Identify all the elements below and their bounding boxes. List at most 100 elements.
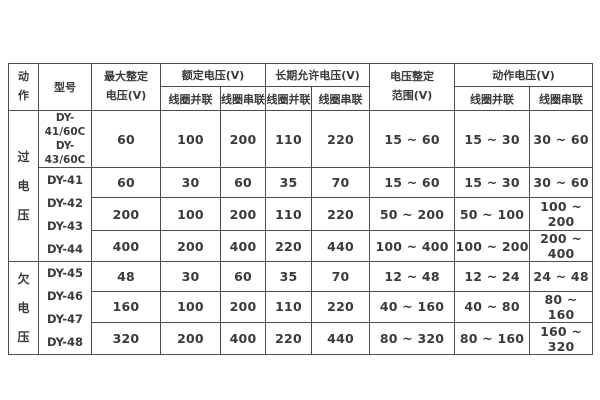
data-cell: 80 ~ 160	[529, 290, 594, 324]
header-rated-voltage-group: 额定电压(V)	[159, 63, 267, 87]
model-name: DY-43	[46, 218, 84, 233]
data-cell: 200	[160, 230, 221, 262]
data-cell: 400	[91, 230, 161, 262]
model-cell-dy45-48: DY-45 DY-46 DY-47 DY-48	[38, 261, 92, 355]
model-name: DY-46	[46, 289, 84, 303]
data-cell: 50 ~ 200	[369, 197, 456, 231]
action-group-undervoltage: 欠 电 压	[8, 261, 39, 355]
header-longterm-voltage-label: 长期允许电压(V)	[275, 69, 360, 82]
data-cell: 12 ~ 24	[454, 261, 531, 292]
data-cell: 35	[265, 167, 313, 198]
data-cell: 15 ~ 30	[454, 110, 531, 168]
model-name: DY-44	[46, 241, 84, 256]
data-cell: 440	[311, 230, 371, 262]
data-cell: 35	[265, 261, 313, 292]
data-cell: 110	[265, 290, 313, 324]
header-setting-range-line2: 范围(V)	[391, 89, 433, 102]
model-name: DY-45	[46, 266, 84, 280]
data-cell: 15 ~ 60	[369, 167, 456, 198]
header-rated-voltage-label: 额定电压(V)	[181, 69, 245, 82]
data-cell: 24 ~ 48	[529, 261, 594, 292]
data-cell: 110	[265, 197, 313, 231]
data-cell: 160	[91, 290, 161, 324]
coil-parallel-label: 线圈并联	[168, 92, 213, 106]
table-row: 200 100 200 110 220 50 ~ 200 50 ~ 100 10…	[9, 197, 594, 231]
data-cell: 220	[311, 197, 371, 231]
header-longterm-voltage-group: 长期允许电压(V)	[265, 63, 371, 87]
data-cell: 320	[91, 322, 161, 355]
header-rated-coil-series: 线圈串联	[219, 86, 267, 111]
data-cell: 30 ~ 60	[529, 110, 594, 168]
data-cell: 100 ~ 200	[529, 197, 594, 231]
action-char: 压	[17, 329, 30, 344]
data-cell: 100	[160, 110, 221, 168]
data-cell: 12 ~ 48	[369, 261, 456, 292]
header-model: 型号	[38, 63, 92, 111]
action-char: 欠	[17, 271, 30, 286]
header-operate-coil-parallel: 线圈并联	[454, 86, 531, 111]
coil-series-label: 线圈串联	[539, 92, 584, 106]
coil-parallel-label: 线圈并联	[266, 92, 311, 106]
data-cell: 60	[219, 261, 267, 292]
data-cell: 40 ~ 160	[369, 290, 456, 324]
table-row: DY-41 DY-42 DY-43 DY-44 60 30 60 35 70 1…	[9, 167, 594, 262]
action-char: 压	[17, 207, 30, 222]
data-cell: 100 ~ 200	[454, 230, 531, 262]
data-cell: 30	[160, 261, 221, 292]
data-cell: 400	[219, 322, 267, 355]
data-cell: 30	[160, 167, 221, 198]
table-row: 欠 电 压 DY-45 DY-46 DY-47 DY-48 48 30 60 3…	[8, 261, 594, 355]
table-row: 400 200 400 220 440 100 ~ 400 100 ~ 200 …	[9, 230, 594, 262]
data-cell: 60	[219, 167, 267, 198]
header-max-setting-line2: 电压(V)	[105, 89, 147, 102]
data-cell: 160 ~ 320	[529, 322, 594, 355]
model-name: DY-47	[46, 312, 84, 326]
model-name: DY-41/60C	[44, 112, 86, 138]
header-action-line2: 作	[18, 89, 29, 102]
data-cell: 50 ~ 100	[454, 197, 531, 231]
data-cell: 200	[219, 290, 267, 324]
model-cell-dy41-60c: DY-41/60C DY-43/60C	[38, 110, 92, 168]
data-cell: 40 ~ 80	[454, 290, 531, 324]
data-cell: 440	[311, 322, 371, 355]
header-setting-range-line1: 电压整定	[390, 70, 435, 84]
data-cell: 30 ~ 60	[529, 167, 594, 198]
action-char: 过	[17, 149, 30, 164]
data-cell: 15 ~ 30	[454, 167, 531, 198]
coil-parallel-label: 线圈并联	[470, 92, 515, 106]
header-max-setting-voltage: 最大整定 电压(V)	[91, 63, 161, 111]
data-cell: 110	[265, 110, 313, 168]
header-operate-voltage-group: 动作电压(V)	[454, 63, 594, 87]
data-cell: 70	[311, 261, 371, 292]
data-cell: 220	[311, 110, 371, 168]
action-char: 电	[17, 300, 30, 315]
action-char: 电	[17, 178, 30, 193]
header-action-line1: 动	[18, 70, 29, 84]
coil-series-label: 线圈串联	[221, 92, 265, 106]
header-longterm-coil-series: 线圈串联	[311, 86, 371, 111]
data-cell: 70	[311, 167, 371, 198]
header-setting-range: 电压整定 范围(V)	[369, 63, 456, 111]
data-cell: 60	[91, 110, 161, 168]
data-cell: 400	[219, 230, 267, 262]
header-longterm-coil-parallel: 线圈并联	[265, 86, 313, 111]
data-cell: 200 ~ 400	[529, 230, 594, 262]
data-cell: 100	[160, 290, 221, 324]
action-group-overvoltage: 过 电 压	[8, 110, 39, 262]
header-operate-coil-series: 线圈串联	[529, 86, 594, 111]
data-cell: 80 ~ 160	[454, 322, 531, 355]
coil-series-label: 线圈串联	[318, 92, 363, 106]
model-name: DY-41	[46, 172, 84, 187]
table-row: 160 100 200 110 220 40 ~ 160 40 ~ 80 80 …	[9, 290, 594, 324]
data-cell: 60	[91, 167, 161, 198]
data-cell: 48	[91, 261, 161, 292]
header-rated-coil-parallel: 线圈并联	[160, 86, 221, 111]
data-cell: 15 ~ 60	[369, 110, 456, 168]
data-cell: 220	[265, 322, 313, 355]
table-row: 320 200 400 220 440 80 ~ 320 80 ~ 160 16…	[9, 322, 594, 355]
data-cell: 200	[160, 322, 221, 355]
table-row: 过 电 压 DY-41/60C DY-43/60C 60 100 200 110…	[8, 110, 594, 262]
data-cell: 200	[91, 197, 161, 231]
data-cell: 80 ~ 320	[369, 322, 456, 355]
